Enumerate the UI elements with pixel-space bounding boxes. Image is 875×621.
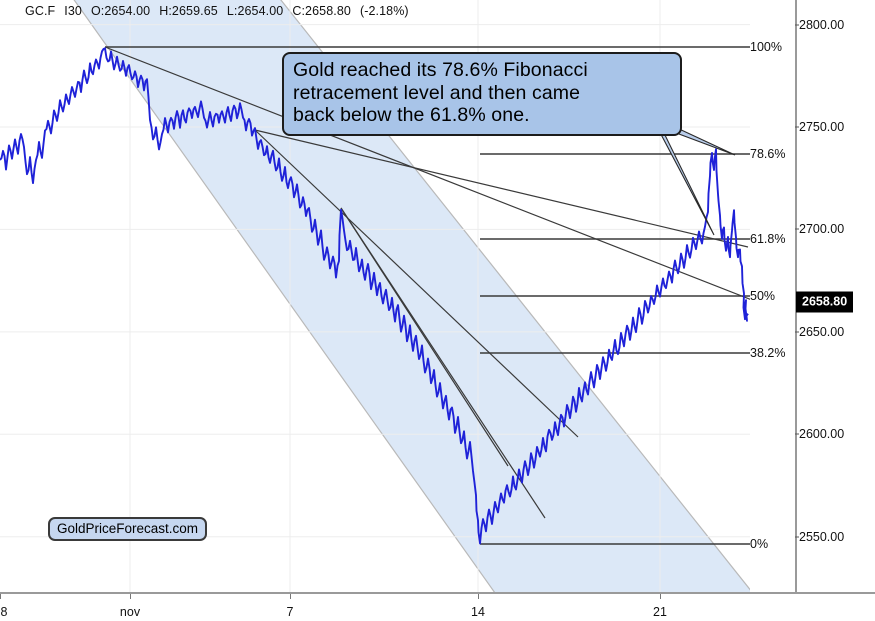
fib-label-50pct: 50% — [750, 289, 776, 303]
price-tick-label: 2550.00 — [799, 529, 845, 544]
date-tick-mark — [478, 594, 479, 599]
price-tick-label: 2600.00 — [799, 427, 845, 442]
fib-label-0pct: 0% — [750, 537, 769, 551]
date-tick-label: 7 — [286, 605, 294, 619]
interval-label: I30 — [64, 3, 82, 18]
fib-label-38-2pct: 38.2% — [750, 346, 786, 360]
close-value: C:2658.80 — [292, 3, 351, 18]
fibonacci-level-axis: 100% 78.6% 61.8% 50% 38.2% 0% — [750, 0, 800, 592]
high-value: H:2659.65 — [159, 3, 218, 18]
trendline-inner-downtrend-b — [340, 207, 546, 519]
site-watermark: GoldPriceForecast.com — [48, 517, 208, 541]
descending-channel-fill — [74, 0, 750, 592]
price-tick-label: 2650.00 — [799, 324, 845, 339]
date-tick-label: nov — [119, 605, 141, 619]
date-tick-label: 14 — [471, 605, 485, 619]
price-tick-label: 2750.00 — [799, 120, 845, 134]
symbol-label: GC.F — [25, 3, 56, 18]
price-axis[interactable]: 2800.00 2750.00 2700.00 2650.00 2600.00 2550.… — [795, 0, 875, 592]
date-axis[interactable]: 8 nov 7 14 21 — [0, 592, 875, 621]
price-tick-label: 2700.00 — [799, 222, 845, 237]
change-percent: (-2.18%) — [359, 3, 409, 18]
fib-label-61-8pct: 61.8% — [750, 232, 786, 246]
quote-header: GC.F I30 O:2654.00 H:2659.65 L:2654.00 C… — [0, 0, 750, 22]
date-tick-mark — [130, 594, 131, 599]
date-tick-label: 8 — [0, 605, 8, 619]
annotation-callout[interactable]: Gold reached its 78.6% Fibonacci retrace… — [282, 52, 682, 136]
date-tick-label: 21 — [653, 605, 667, 619]
fib-label-100pct: 100% — [750, 40, 782, 54]
low-value: L:2654.00 — [226, 3, 284, 18]
trendline-primary-downtrend — [104, 46, 750, 300]
price-tick-label: 2800.00 — [799, 17, 845, 32]
last-price-tag: 2658.80 — [796, 291, 854, 313]
callout-pointer-2 — [654, 122, 715, 236]
date-tick-mark — [660, 594, 661, 599]
date-tick-mark — [0, 594, 1, 599]
trendline-secondary-downtrend-a — [254, 129, 579, 438]
date-tick-mark — [290, 594, 291, 599]
trendline-secondary-downtrend-b — [254, 129, 749, 248]
fib-label-78-6pct: 78.6% — [750, 147, 786, 161]
open-value: O:2654.00 — [90, 3, 151, 18]
price-line-series — [0, 47, 749, 545]
